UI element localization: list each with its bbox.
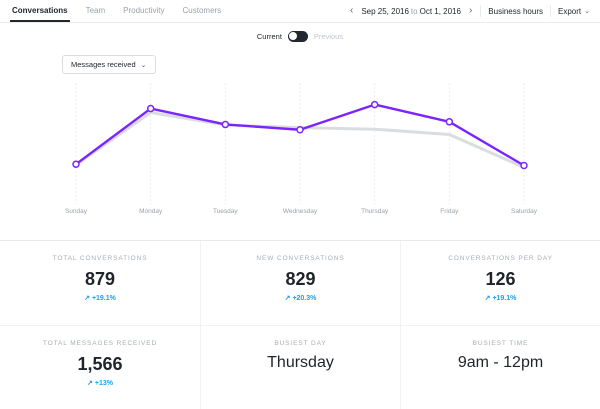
chevron-left-icon[interactable]: ‹ [349, 5, 354, 16]
stat-value: 126 [485, 269, 516, 289]
toggle-label-current[interactable]: Current [256, 31, 282, 41]
stat-total-conversations: Total conversations 879 ↗ +19.1% [0, 241, 200, 325]
stat-value: Thursday [267, 354, 334, 371]
tab-team[interactable]: Team [85, 5, 106, 15]
delta-value: +13% [94, 380, 113, 387]
stat-busiest-day: Busiest day Thursday [200, 325, 400, 409]
stat-new-conversations: New conversations 829 ↗ +20.3% [200, 241, 400, 325]
x-axis-label: Tuesday [212, 208, 238, 215]
export-button[interactable]: Export ⌄ [558, 7, 590, 16]
stat-value: 829 [285, 269, 316, 289]
header-controls: ‹ Sep 25, 2016 to Oct 1, 2016 › Business h… [349, 0, 590, 22]
trend-up-icon: ↗ [284, 295, 291, 302]
date-range[interactable]: Sep 25, 2016 to Oct 1, 2016 [361, 7, 461, 16]
stat-delta: ↗ +20.3% [201, 294, 400, 302]
date-to-word: to [410, 6, 418, 16]
stat-value: 1,566 [77, 354, 123, 374]
stat-busiest-time: Busiest time 9am - 12pm [400, 325, 600, 409]
metric-dropdown-label: Messages received [71, 60, 136, 69]
x-axis-label: Wednesday [282, 208, 318, 215]
line-chart [72, 83, 528, 204]
chart-point[interactable] [296, 126, 304, 134]
x-axis-labels: Sunday Monday Tuesday Wednesday Thursday Frid… [62, 208, 538, 220]
toggle-label-previous[interactable]: Previous [313, 31, 344, 41]
period-toggle-row: Current Previous [0, 30, 600, 42]
trend-up-icon: ↗ [87, 380, 93, 387]
stat-label: Total conversations [52, 255, 148, 262]
chevron-down-icon: ⌄ [140, 61, 147, 69]
delta-value: +19.1% [91, 295, 116, 302]
trend-up-icon: ↗ [84, 295, 90, 302]
x-axis-label: Friday [440, 208, 459, 215]
chart-point[interactable] [146, 104, 155, 113]
stat-label: Busiest day [274, 340, 327, 347]
divider [550, 5, 551, 17]
tab-productivity[interactable]: Productivity [123, 5, 165, 15]
tab-customers[interactable]: Customers [182, 5, 222, 15]
metric-dropdown[interactable]: Messages received ⌄ [62, 55, 156, 74]
stat-value: 9am - 12pm [457, 354, 544, 371]
top-nav-bar: Conversations Team Productivity Customer… [0, 0, 600, 23]
trend-up-icon: ↗ [484, 295, 491, 302]
tab-conversations[interactable]: Conversations [10, 0, 70, 22]
x-axis-label: Saturday [510, 208, 538, 215]
chart-point[interactable] [72, 160, 80, 168]
chart-point[interactable] [221, 120, 230, 129]
chevron-right-icon[interactable]: › [468, 5, 473, 16]
stat-delta: ↗ +19.1% [0, 294, 200, 302]
start-date: Sep 25, 2016 [361, 6, 409, 16]
stat-label: Busiest time [472, 340, 529, 347]
stats-grid: Total conversations 879 ↗ +19.1% New con… [0, 240, 600, 409]
stat-conversations-per-day: Conversations per day 126 ↗ +19.1% [400, 241, 600, 325]
toggle-knob [289, 32, 298, 40]
nav-tabs: Conversations Team Productivity Customer… [10, 0, 223, 22]
stat-label: New conversations [256, 255, 345, 262]
end-date: Oct 1, 2016 [419, 6, 461, 16]
x-axis-label: Thursday [361, 208, 389, 215]
export-label: Export [558, 6, 582, 16]
stat-value: 879 [84, 269, 116, 289]
delta-value: +19.1% [492, 295, 517, 302]
stat-label: Total messages received [42, 340, 158, 347]
divider [480, 5, 482, 17]
x-axis-label: Monday [139, 208, 163, 215]
chart-point[interactable] [445, 118, 454, 126]
chart-point[interactable] [520, 161, 528, 170]
stat-label: Conversations per day [448, 255, 553, 262]
chart-point[interactable] [370, 100, 379, 109]
period-toggle-switch[interactable] [287, 30, 308, 42]
chart-section: Messages received ⌄ Sunday Monday Tuesday W… [62, 54, 538, 220]
business-hours-button[interactable]: Business hours [488, 6, 543, 16]
delta-value: +20.3% [292, 295, 317, 302]
x-axis-label: Sunday [64, 208, 88, 215]
stat-total-messages-received: Total messages received 1,566 ↗ +13% [0, 325, 200, 409]
stat-delta: ↗ +13% [0, 379, 200, 387]
stat-delta: ↗ +19.1% [401, 294, 600, 302]
chevron-down-icon: ⌄ [584, 8, 590, 15]
